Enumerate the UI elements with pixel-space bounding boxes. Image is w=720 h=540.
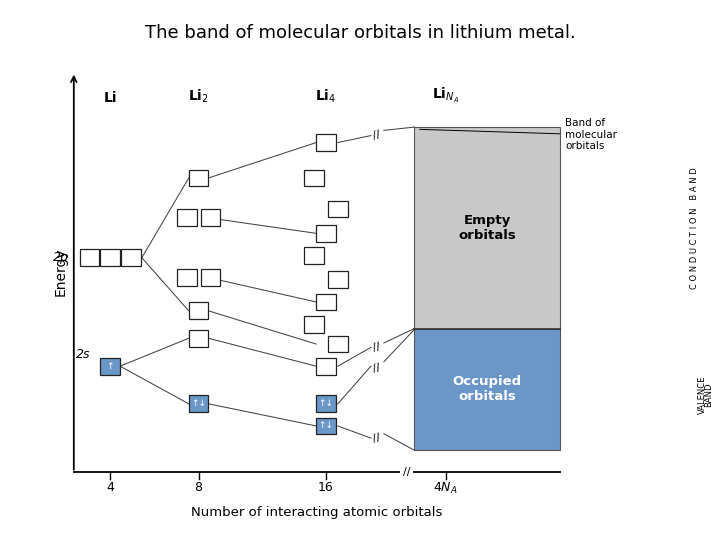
Bar <box>189 395 209 412</box>
Bar <box>305 170 324 186</box>
Bar <box>189 302 209 319</box>
Bar <box>328 272 348 288</box>
Text: //: // <box>403 468 410 477</box>
Bar <box>316 395 336 412</box>
Bar <box>177 269 197 286</box>
Text: BAND: BAND <box>704 382 713 407</box>
Bar <box>415 127 560 328</box>
Text: 4: 4 <box>107 481 114 494</box>
Text: Li$_{N_A}$: Li$_{N_A}$ <box>432 86 459 105</box>
Bar <box>305 247 324 264</box>
Text: ↑↓: ↑↓ <box>191 399 206 408</box>
Text: Empty
orbitals: Empty orbitals <box>459 214 516 242</box>
Bar <box>316 294 336 310</box>
Bar <box>100 249 120 266</box>
Bar <box>415 328 560 450</box>
Bar <box>316 417 336 434</box>
Text: The band of molecular orbitals in lithium metal.: The band of molecular orbitals in lithiu… <box>145 24 575 42</box>
Bar <box>121 249 141 266</box>
Bar <box>305 316 324 333</box>
Text: Number of interacting atomic orbitals: Number of interacting atomic orbitals <box>192 505 443 518</box>
Text: Occupied
orbitals: Occupied orbitals <box>453 375 522 403</box>
Bar <box>189 330 209 347</box>
Bar <box>177 210 197 226</box>
Bar <box>328 200 348 218</box>
Text: 8: 8 <box>194 481 202 494</box>
Text: //: // <box>372 342 381 353</box>
Text: Li$_2$: Li$_2$ <box>188 87 209 105</box>
Text: //: // <box>372 433 381 444</box>
Text: ↑↓: ↑↓ <box>318 421 333 430</box>
Text: ↑: ↑ <box>107 362 114 370</box>
Text: C O N D U C T I O N   B A N D: C O N D U C T I O N B A N D <box>690 167 699 289</box>
Text: Li: Li <box>104 91 117 105</box>
Bar <box>100 358 120 375</box>
Bar <box>201 210 220 226</box>
Bar <box>316 358 336 375</box>
Text: Li$_4$: Li$_4$ <box>315 87 337 105</box>
Text: 4$N_A$: 4$N_A$ <box>433 481 458 496</box>
Text: ↑↓: ↑↓ <box>318 399 333 408</box>
Text: VALENCE: VALENCE <box>698 376 706 414</box>
Text: Band of
molecular
orbitals: Band of molecular orbitals <box>420 118 617 151</box>
Text: Energy: Energy <box>54 248 68 296</box>
Bar <box>328 336 348 353</box>
Bar <box>201 269 220 286</box>
Text: //: // <box>372 129 381 140</box>
Text: //: // <box>372 362 381 374</box>
Text: 16: 16 <box>318 481 334 494</box>
Bar <box>316 134 336 151</box>
Text: 2s: 2s <box>76 348 91 361</box>
Bar <box>316 225 336 242</box>
Bar <box>189 170 209 186</box>
Text: 2p: 2p <box>53 251 68 264</box>
Bar <box>80 249 99 266</box>
